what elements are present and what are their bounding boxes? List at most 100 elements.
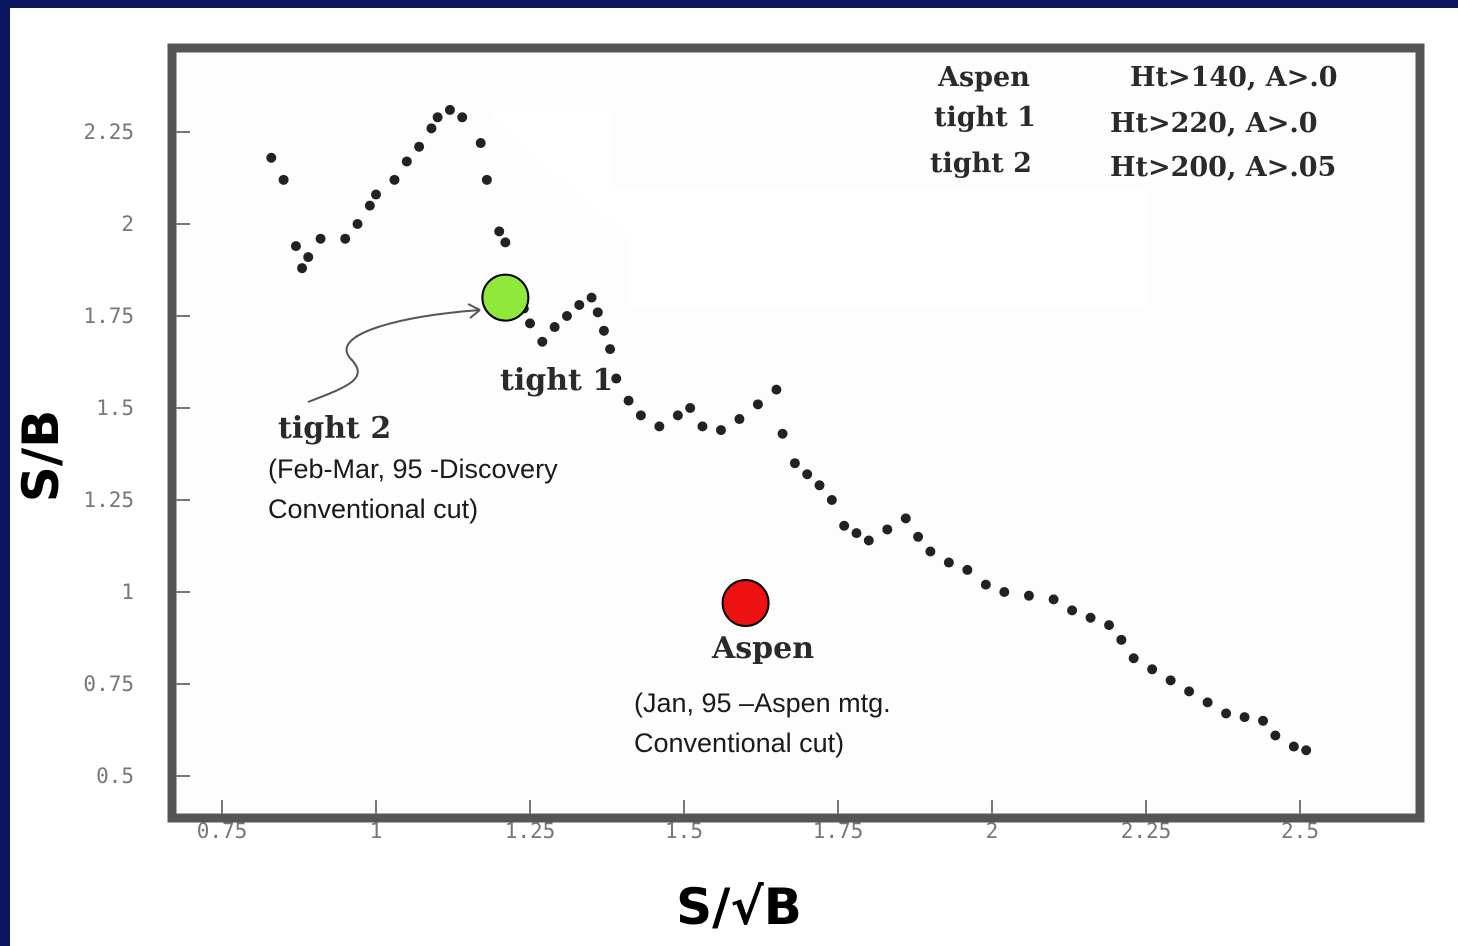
scan-point <box>685 403 696 413</box>
annotation-tight2: tight 2 <box>278 411 391 446</box>
chart: 2.25 2 1.75 1.5 1.25 1 0.75 0.5 0.75 1 1.25 1.5 1.7… <box>12 43 1425 936</box>
scan-point <box>734 414 745 425</box>
scan-point <box>574 299 585 310</box>
marker-tight-2 <box>481 273 530 322</box>
x-tick-label: 2 <box>986 819 999 843</box>
x-tick-label: 1.25 <box>505 819 556 843</box>
scan-point <box>549 322 560 333</box>
data-points <box>266 104 1312 756</box>
note-tight2-line1: (Feb-Mar, 95 -Discovery <box>268 454 558 484</box>
scan-point <box>635 410 646 421</box>
scan-point <box>1116 634 1127 645</box>
scan-point <box>1184 686 1195 697</box>
scan-point <box>1258 715 1269 726</box>
scan-point <box>826 495 837 505</box>
scan-point <box>481 174 492 185</box>
scan-point <box>401 156 412 167</box>
scan-point <box>611 373 622 384</box>
legend-name-tight1: tight 1 <box>934 102 1036 133</box>
plot-frame <box>167 43 1425 823</box>
y-tick-label: 2.25 <box>83 120 134 144</box>
scan-point <box>340 233 351 244</box>
scan-point <box>537 336 548 347</box>
scan-point <box>802 469 813 480</box>
scan-point <box>426 123 437 134</box>
tight2-arrowhead <box>467 303 481 319</box>
scan-point <box>1067 605 1078 616</box>
legend: Aspen Ht>140, A>.0 tight 1 Ht>220, A>.0 … <box>930 62 1338 183</box>
scan-point <box>980 579 991 590</box>
y-tick-label: 1.5 <box>96 396 134 420</box>
scan-point <box>913 531 924 542</box>
y-axis-title: S/B <box>12 410 70 502</box>
x-axis: 0.75 1 1.25 1.5 1.75 2 2.25 2.5 <box>197 800 1319 843</box>
x-tick-label: 1.5 <box>665 819 703 843</box>
scan-point <box>1085 612 1096 623</box>
annotation-tight1: tight 1 <box>500 363 613 398</box>
scan-point <box>278 174 289 185</box>
scan-point <box>863 535 874 546</box>
scan-point <box>444 104 455 115</box>
scan-point <box>1270 730 1281 741</box>
scan-point <box>752 399 763 410</box>
legend-condition-aspen: Ht>140, A>.0 <box>1130 62 1338 93</box>
scan-point <box>882 524 893 535</box>
scan-point <box>352 219 363 229</box>
marker-aspen <box>721 579 770 628</box>
scan-point <box>1221 708 1232 719</box>
scan-point <box>315 233 326 244</box>
x-tick-label: 2.25 <box>1121 819 1172 843</box>
y-tick-label: 1.75 <box>83 304 134 328</box>
note-aspen-line2: Conventional cut) <box>634 728 844 758</box>
legend-name-tight2: tight 2 <box>930 148 1032 179</box>
scan-point <box>297 263 308 274</box>
scan-point <box>697 421 708 432</box>
scan-point <box>500 237 511 248</box>
scan-point <box>654 421 665 432</box>
annotation-aspen: Aspen <box>711 631 814 666</box>
tight2-arrow <box>307 309 481 403</box>
scan-point <box>943 557 954 568</box>
scan-point <box>1147 664 1158 675</box>
legend-condition-tight1: Ht>220, A>.0 <box>1110 108 1318 139</box>
x-tick-label: 0.75 <box>197 819 248 843</box>
y-tick-label: 0.75 <box>83 672 134 696</box>
x-axis-title: S/√B <box>676 878 802 936</box>
scan-point <box>851 528 862 539</box>
y-tick-label: 2 <box>121 212 134 236</box>
scan-point <box>839 520 850 531</box>
scan-point <box>525 318 535 329</box>
scan-point <box>900 513 911 524</box>
legend-condition-tight2: Ht>200, A>.05 <box>1110 152 1336 183</box>
scan-point <box>1048 594 1059 605</box>
scan-point <box>1023 590 1034 601</box>
scan-point <box>715 425 726 436</box>
scan-point <box>1104 620 1115 631</box>
scan-point <box>432 112 443 123</box>
scan-point <box>598 325 609 336</box>
scan-point <box>1288 741 1299 752</box>
scan-point <box>605 344 616 355</box>
scan-point <box>672 410 683 421</box>
scan-point <box>814 480 825 491</box>
scan-point <box>561 311 572 321</box>
scan-point <box>1165 675 1176 686</box>
x-tick-label: 2.5 <box>1281 819 1319 843</box>
x-tick-label: 1.75 <box>813 819 864 843</box>
scan-point <box>592 307 603 318</box>
y-axis: 2.25 2 1.75 1.5 1.25 1 0.75 0.5 <box>83 120 190 788</box>
scan-point <box>389 174 400 185</box>
y-tick-label: 1 <box>121 580 134 604</box>
x-tick-label: 1 <box>370 819 383 843</box>
legend-name-aspen: Aspen <box>937 62 1030 93</box>
scan-point <box>414 141 425 152</box>
blank-patch <box>490 112 1150 308</box>
scan-point <box>789 458 800 469</box>
note-tight2-line2: Conventional cut) <box>268 494 478 524</box>
scan-point <box>266 152 277 163</box>
scan-point <box>1128 653 1139 664</box>
scan-point <box>1239 712 1250 723</box>
scan-point <box>623 395 634 406</box>
scan-point <box>1301 745 1312 756</box>
slide: 2.25 2 1.75 1.5 1.25 1 0.75 0.5 0.75 1 1.25 1.5 1.7… <box>10 8 1458 946</box>
